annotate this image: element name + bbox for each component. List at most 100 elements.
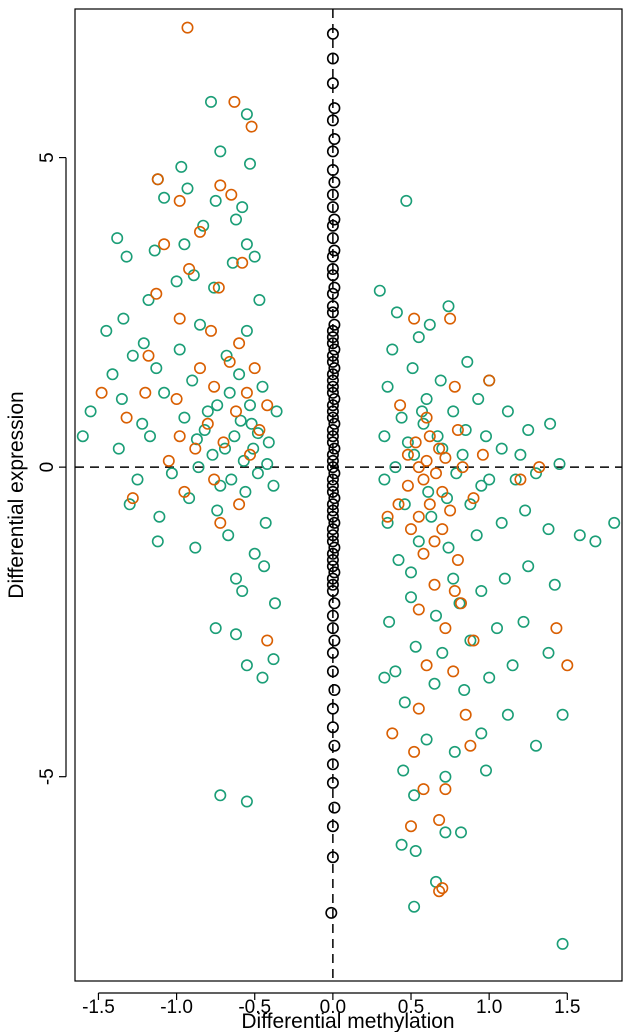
scatter-point [328,102,341,115]
scatter-point [142,293,155,306]
scatter-point [423,430,436,443]
scatter-point [509,473,522,486]
scatter-point [326,405,339,418]
scatter-point [461,355,474,368]
scatter-point [186,374,199,387]
scatter-point [244,399,257,412]
scatter-point [328,133,341,146]
scatter-point [326,646,339,659]
scatter-point [401,436,414,449]
scatter-point [115,392,128,405]
scatter-point [436,882,449,895]
scatter-point [451,553,464,566]
scatter-point [381,510,394,523]
scatter-point [442,541,455,554]
scatter-point [251,467,264,480]
scatter-point [401,479,414,492]
scatter-point [495,516,508,529]
scatter-point [245,417,258,430]
scatter-point [431,430,444,443]
scatter-point [328,541,341,554]
scatter-point [476,448,489,461]
scatter-point [225,188,238,201]
scatter-point [458,683,471,696]
scatter-point [326,510,339,523]
scatter-point [326,331,339,344]
scatter-point [420,659,433,672]
scatter-point [326,665,339,678]
scatter-point [239,485,252,498]
scatter-point [326,164,339,177]
scatter-point [112,442,125,455]
x-tick-label: -0.5 [238,997,271,1018]
scatter-point [412,331,425,344]
scatter-point [326,269,339,282]
scatter-point [151,173,164,186]
scatter-point [389,665,402,678]
scatter-point [189,541,202,554]
scatter-point [467,634,480,647]
scatter-point [328,176,341,189]
scatter-point [197,219,210,232]
scatter-point [412,510,425,523]
scatter-point [244,157,257,170]
scatter-point [144,430,157,443]
scatter-point [225,473,238,486]
scatter-point [208,380,221,393]
scatter-point [117,312,130,325]
scatter-point [223,386,236,399]
scatter-point [412,702,425,715]
data-points [76,21,621,950]
scatter-point [326,584,339,597]
scatter-point [240,386,253,399]
scatter-point [325,906,338,919]
scatter-point [158,238,171,251]
scatter-point [422,485,435,498]
scatter-point [219,442,232,455]
scatter-point [434,374,447,387]
scatter-point [439,826,452,839]
scatter-point [408,312,421,325]
scatter-point [326,188,339,201]
scatter-point [533,461,546,474]
scatter-point [326,374,339,387]
scatter-point [139,386,152,399]
scatter-point [439,770,452,783]
scatter-point [326,461,339,474]
scatter-point [459,423,472,436]
scatter-point [501,708,514,721]
scatter-point [436,523,449,536]
scatter-point [378,671,391,684]
scatter-point [326,448,339,461]
scatter-point [479,430,492,443]
scatter-point [233,498,246,511]
scatter-point [475,584,488,597]
scatter-point [205,95,218,108]
scatter-point [328,739,341,752]
scatter-point [261,399,274,412]
scatter-point [433,813,446,826]
scatter-point [326,399,339,412]
scatter-point [423,318,436,331]
scatter-point [404,523,417,536]
scatter-point [428,677,441,690]
scatter-point [328,392,341,405]
scatter-point [608,516,621,529]
x-tick-label: 0.5 [398,997,424,1018]
scatter-point [230,213,243,226]
scatter-point [326,504,339,517]
scatter-point [394,399,407,412]
scatter-point [556,937,569,950]
scatter-point [448,380,461,393]
scatter-point [429,467,442,480]
scatter-point [373,284,386,297]
scatter-point [326,851,339,864]
scatter-point [205,324,218,337]
scatter-point [442,300,455,313]
scatter-point [240,324,253,337]
scatter-point [433,442,446,455]
scatter-point [126,492,139,505]
scatter-point [408,448,421,461]
scatter-point [194,318,207,331]
scatter-point [326,250,339,263]
